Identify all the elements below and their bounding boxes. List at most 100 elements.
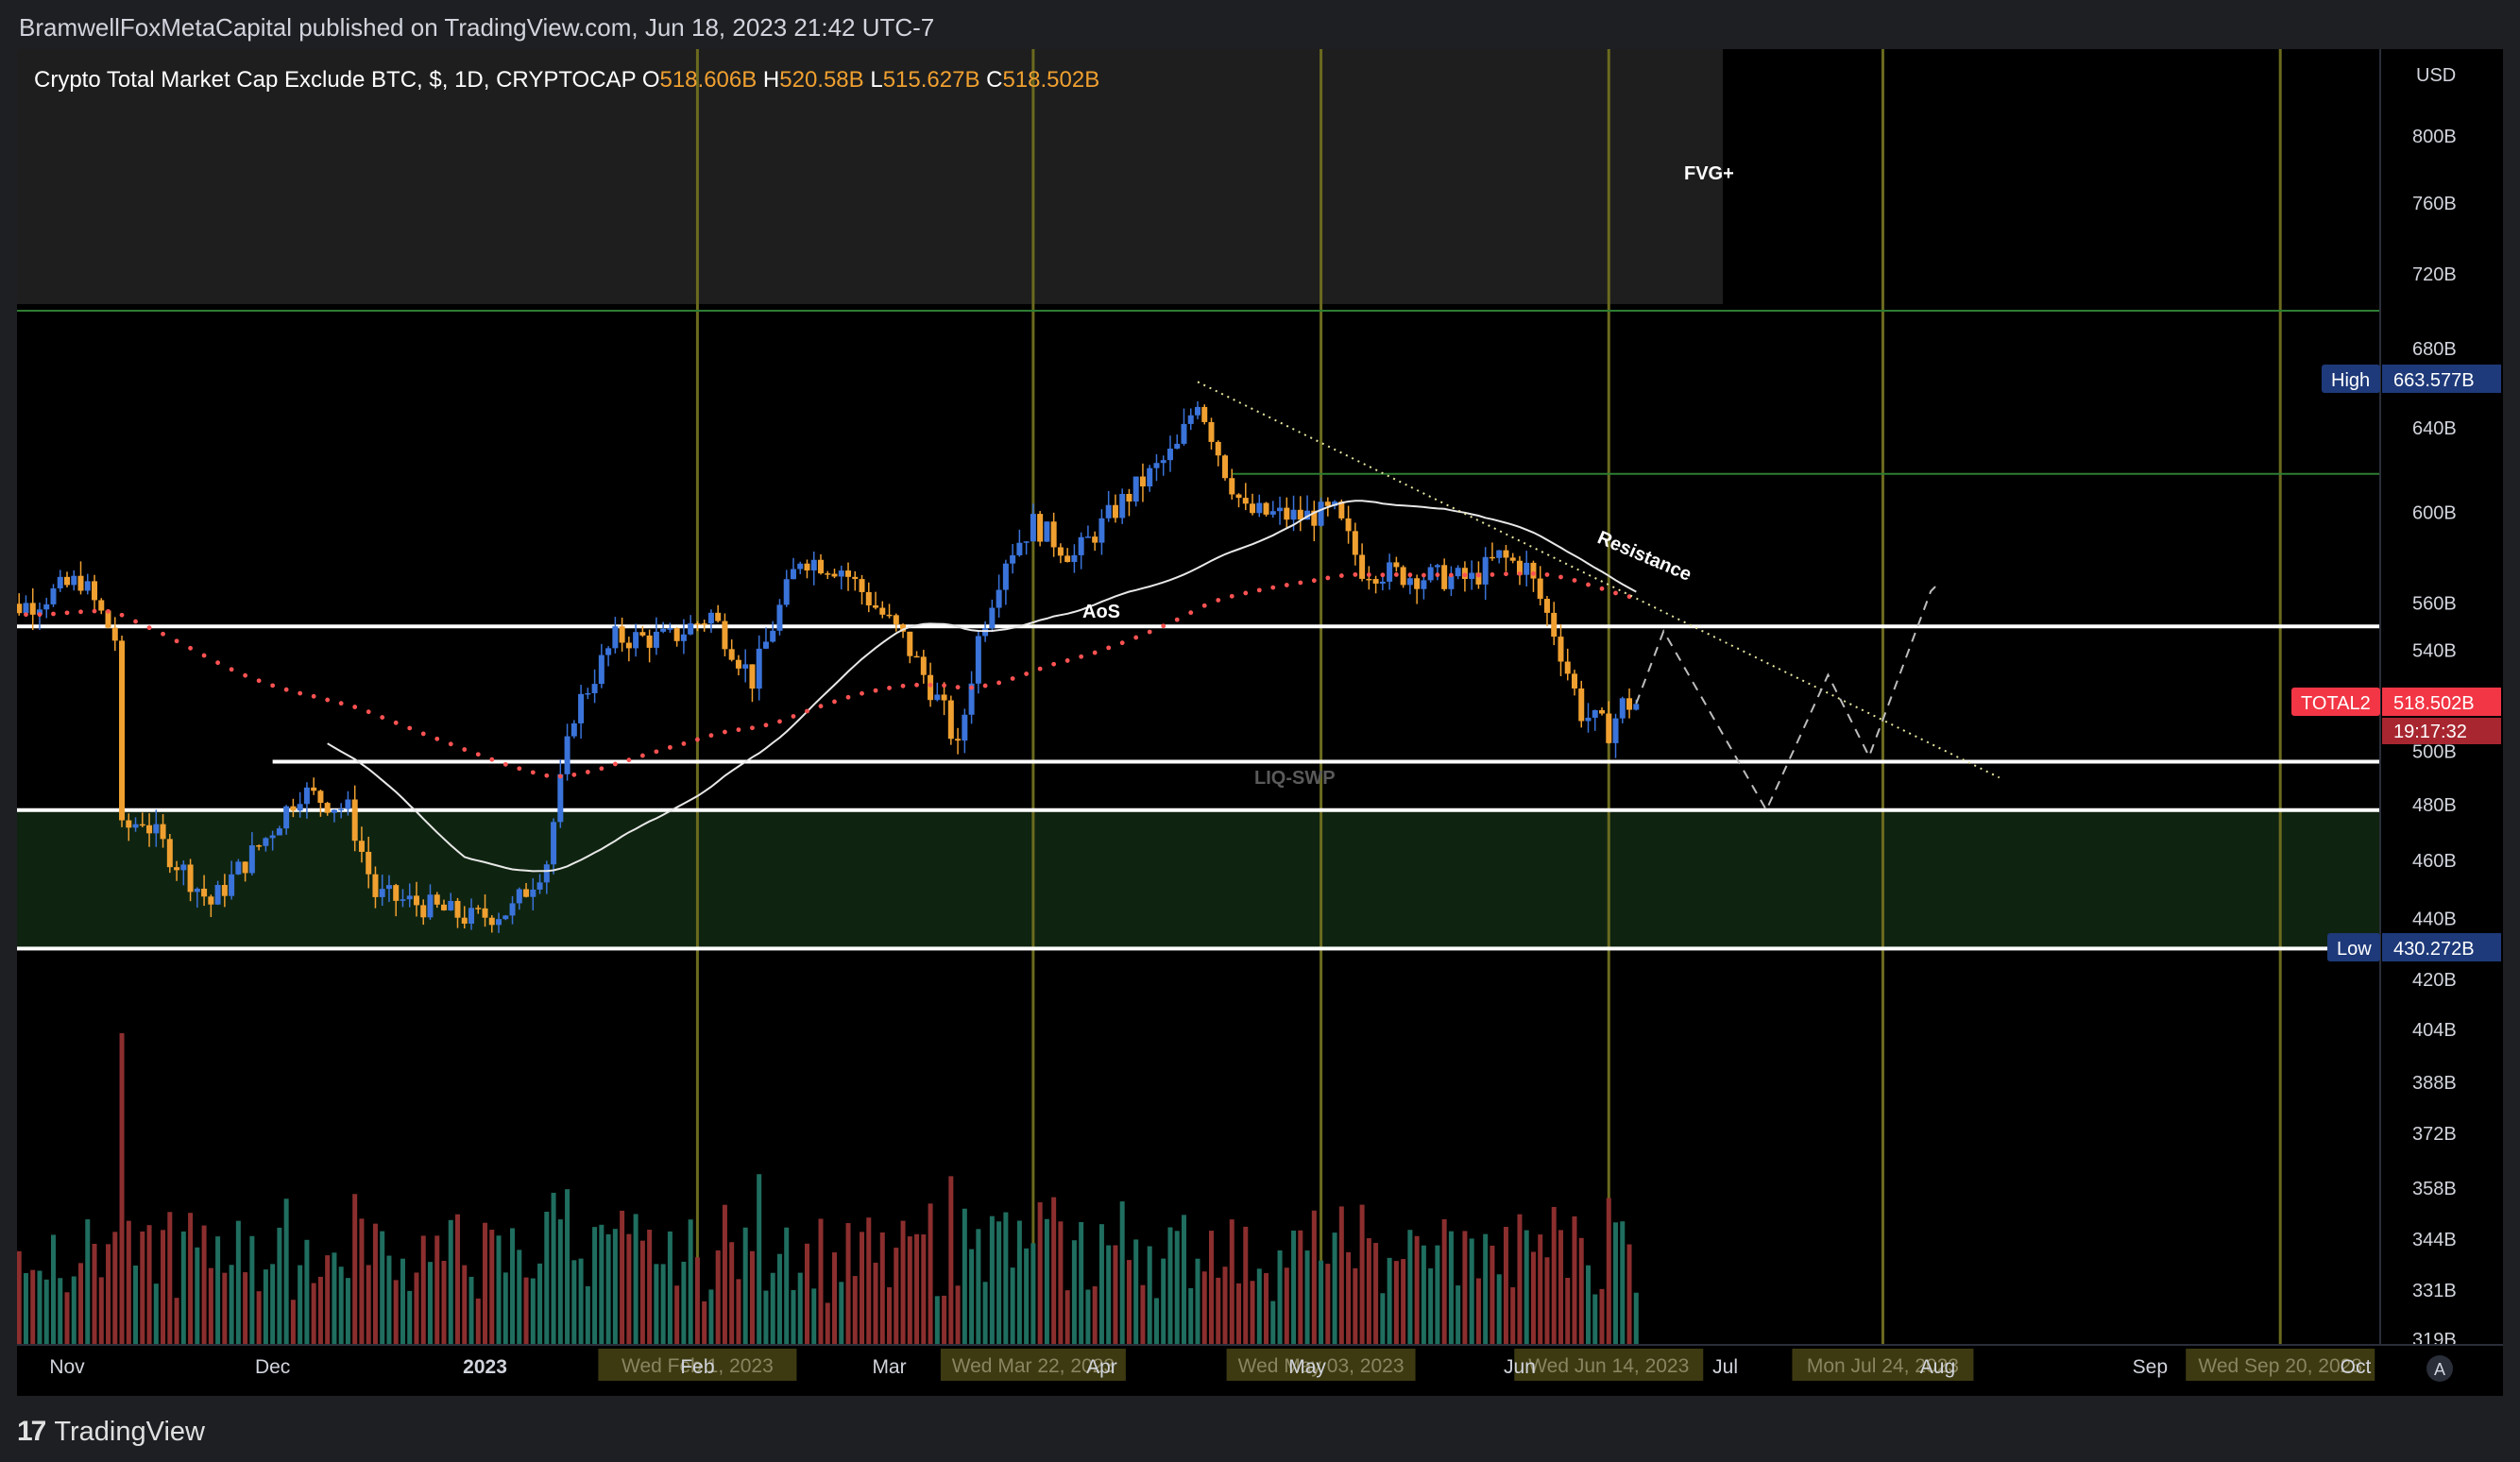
candle-body [454, 900, 461, 918]
candle-body [214, 885, 221, 905]
date-marker-label: Wed Feb 1, 2023 [621, 1355, 774, 1377]
ema-dot [270, 683, 276, 688]
candle-body [1469, 572, 1475, 580]
volume-bar [797, 1272, 803, 1345]
date-marker-label: Mon Jul 24, 2023 [1807, 1355, 1959, 1377]
candle-body [1277, 507, 1284, 512]
candle-body [1372, 579, 1379, 584]
date-marker-bg [598, 1349, 797, 1381]
liq-swp-label: LIQ-SWP [1254, 768, 1336, 789]
candle-body [345, 799, 351, 809]
volume-bar [1441, 1218, 1447, 1345]
ema-dot [695, 737, 700, 742]
ema-dot [723, 729, 727, 735]
volume-bar [1016, 1220, 1022, 1345]
volume-bar [1195, 1258, 1200, 1345]
volume-bar [475, 1298, 481, 1345]
time-tick: Sep [2133, 1356, 2168, 1378]
volume-bar [153, 1284, 159, 1345]
volume-bar [380, 1231, 385, 1345]
candle-body [132, 824, 139, 828]
volume-bar [784, 1227, 790, 1345]
volume-bar [1304, 1250, 1310, 1345]
ema-dot [996, 680, 1002, 686]
volume-bar [660, 1264, 666, 1345]
ema-dot [1558, 574, 1563, 580]
volume-bar [1353, 1267, 1358, 1345]
candle-body [180, 864, 187, 871]
volume-bar [1373, 1243, 1379, 1345]
ema-dot [681, 741, 687, 746]
candle-body [996, 589, 1002, 608]
volume-bar [1270, 1300, 1276, 1345]
candle-body [1016, 542, 1023, 555]
ema-dot [64, 610, 70, 616]
candle-body [317, 790, 324, 804]
candle-body [1284, 507, 1290, 520]
ema-dot [146, 625, 152, 631]
candle-body [536, 882, 543, 890]
ema-dot [283, 687, 289, 692]
candle-body [1592, 709, 1598, 718]
candle-body [1290, 509, 1297, 520]
candle-body [1160, 460, 1166, 464]
candle-body [1215, 441, 1221, 456]
candle-body [838, 570, 844, 577]
volume-tick: 372B [2412, 1124, 2457, 1145]
chart-frame[interactable]: FVG+ AoS LIQ-SWP Resistance Crypto Total Mar… [0, 49, 2503, 1396]
candle-body [619, 626, 625, 643]
candle-body [1044, 521, 1050, 542]
high-badge-value: 663.577B [2393, 370, 2475, 391]
candle-body [379, 889, 385, 897]
candle-body [886, 614, 893, 617]
ema-dot [201, 653, 207, 658]
volume-bar [1216, 1277, 1221, 1345]
ema-dot [1229, 593, 1234, 599]
candle-body [551, 822, 557, 865]
volume-bar [243, 1272, 248, 1345]
candle-body [166, 839, 173, 868]
ema-dot [1338, 573, 1344, 578]
candle-body [1558, 637, 1564, 662]
price-tick: 540B [2412, 641, 2457, 662]
date-marker-bg [2186, 1349, 2375, 1381]
candle-body [1619, 698, 1626, 719]
volume-bar [1181, 1215, 1186, 1345]
volume-bar [201, 1225, 207, 1345]
ema-dot [982, 683, 988, 688]
candle-body [1242, 498, 1249, 504]
volume-bar [317, 1276, 323, 1345]
volume-bar [537, 1263, 543, 1345]
candle-body [756, 648, 762, 689]
ema-dot [1449, 572, 1454, 578]
candle-body [1585, 717, 1592, 722]
volume-bar [325, 1255, 331, 1345]
legend-part: C [979, 67, 1002, 93]
volume-bar [78, 1263, 84, 1345]
volume-bar [1538, 1234, 1543, 1345]
candle-body [879, 607, 886, 615]
auto-scale-button-icon[interactable] [2426, 1355, 2453, 1382]
candle-body [468, 908, 475, 924]
volume-bar [489, 1230, 495, 1345]
candle-body [208, 896, 214, 905]
candle-body [1606, 713, 1612, 743]
ema-dot [585, 770, 590, 774]
ema-dot [791, 714, 796, 719]
candle-body [1139, 476, 1146, 487]
volume-bar [167, 1212, 173, 1345]
price-tick: 560B [2412, 593, 2457, 614]
ema-dot [1298, 580, 1303, 586]
time-tick: Jul [1712, 1356, 1738, 1378]
volume-bar [400, 1258, 405, 1345]
demand-zone [17, 809, 2380, 949]
ema-dot [1092, 650, 1098, 655]
ema-dot [448, 741, 453, 747]
volume-bar [879, 1232, 885, 1345]
volume-bar [43, 1279, 49, 1345]
ema-dot [873, 688, 878, 693]
candle-body [1194, 406, 1200, 416]
projection-path [1635, 583, 1939, 812]
candle-body [625, 642, 632, 649]
